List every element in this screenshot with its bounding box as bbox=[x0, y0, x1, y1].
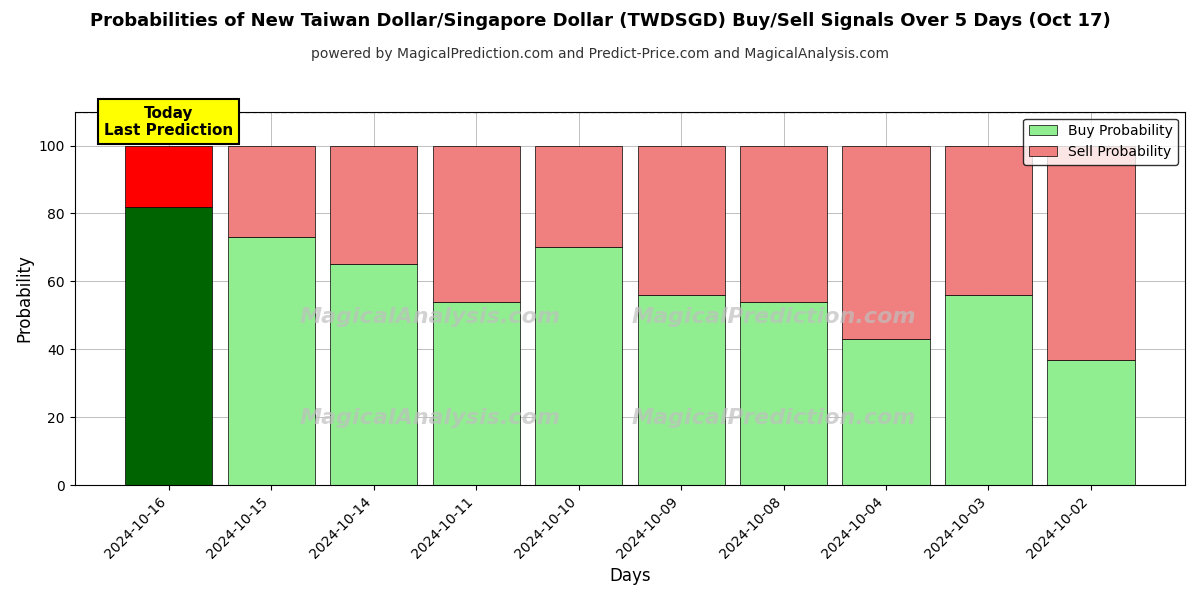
Text: MagicalAnalysis.com: MagicalAnalysis.com bbox=[300, 408, 560, 428]
Bar bbox=[1048, 359, 1134, 485]
Bar bbox=[637, 146, 725, 295]
Bar bbox=[432, 302, 520, 485]
Bar bbox=[740, 302, 827, 485]
Bar bbox=[842, 339, 930, 485]
Bar bbox=[1048, 146, 1134, 359]
Y-axis label: Probability: Probability bbox=[16, 254, 34, 343]
Legend: Buy Probability, Sell Probability: Buy Probability, Sell Probability bbox=[1024, 119, 1178, 164]
X-axis label: Days: Days bbox=[610, 567, 650, 585]
Text: MagicalAnalysis.com: MagicalAnalysis.com bbox=[300, 307, 560, 327]
Bar bbox=[535, 146, 622, 247]
Text: MagicalPrediction.com: MagicalPrediction.com bbox=[632, 408, 917, 428]
Text: Probabilities of New Taiwan Dollar/Singapore Dollar (TWDSGD) Buy/Sell Signals Ov: Probabilities of New Taiwan Dollar/Singa… bbox=[90, 12, 1110, 30]
Text: MagicalPrediction.com: MagicalPrediction.com bbox=[632, 307, 917, 327]
Bar bbox=[330, 146, 418, 265]
Bar bbox=[228, 146, 314, 237]
Bar bbox=[944, 295, 1032, 485]
Bar bbox=[125, 146, 212, 206]
Text: powered by MagicalPrediction.com and Predict-Price.com and MagicalAnalysis.com: powered by MagicalPrediction.com and Pre… bbox=[311, 47, 889, 61]
Bar bbox=[432, 146, 520, 302]
Bar bbox=[330, 265, 418, 485]
Bar bbox=[125, 206, 212, 485]
Text: Today
Last Prediction: Today Last Prediction bbox=[104, 106, 233, 138]
Bar bbox=[842, 146, 930, 339]
Bar bbox=[944, 146, 1032, 295]
Bar bbox=[637, 295, 725, 485]
Bar bbox=[228, 237, 314, 485]
Bar bbox=[740, 146, 827, 302]
Bar bbox=[535, 247, 622, 485]
